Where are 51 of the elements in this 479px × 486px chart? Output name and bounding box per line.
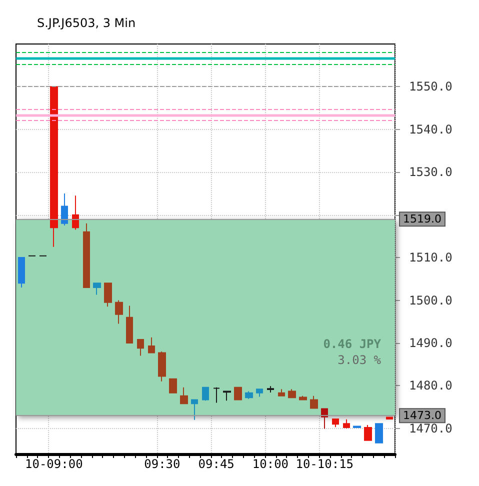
x-tick-label: 09:30 — [144, 457, 180, 471]
candlestick — [202, 386, 209, 402]
chart-title: S.JP.J6503, 3 Min — [37, 16, 136, 30]
candlestick — [299, 395, 307, 400]
candlestick — [375, 423, 383, 444]
candlestick — [364, 424, 372, 441]
annotation: 3.03 % — [338, 353, 382, 367]
candlestick — [256, 388, 263, 398]
ref-line-label: 1519.0 — [403, 212, 442, 226]
candlestick — [180, 386, 188, 404]
y-tick-label: 1490.0 — [409, 336, 452, 350]
candlestick — [278, 388, 285, 396]
candlestick — [245, 390, 253, 400]
candlestick — [213, 386, 220, 404]
y-tick-label: 1470.0 — [409, 421, 452, 436]
candlestick — [332, 418, 339, 428]
candlestick — [83, 222, 90, 288]
candlestick — [115, 300, 123, 324]
ref-line-label: 1473.0 — [403, 409, 442, 422]
candlestick — [169, 378, 177, 394]
candlestick — [148, 336, 155, 354]
candlestick — [72, 195, 79, 230]
x-tick-label: 10-09:00 — [25, 457, 83, 471]
candlestick — [126, 305, 133, 344]
x-tick-label: 10-10:15 — [296, 457, 354, 471]
candlestick — [321, 408, 328, 430]
candlestick — [353, 425, 361, 428]
x-tick-label: 09:45 — [198, 457, 234, 471]
candlestick — [18, 257, 25, 288]
candlestick — [223, 390, 231, 402]
candlestick — [104, 282, 112, 308]
candlestick — [310, 395, 318, 409]
candlestick — [50, 86, 58, 248]
y-tick-label: 1540.0 — [409, 122, 452, 136]
y-tick-label: 1510.0 — [409, 250, 452, 265]
candlestick — [288, 388, 296, 398]
candlestick — [343, 418, 350, 429]
y-tick-label: 1530.0 — [409, 165, 452, 180]
x-tick-label: 10:00 — [252, 457, 289, 471]
candlestick — [93, 282, 101, 296]
candlestick — [234, 386, 242, 400]
candlestick — [137, 339, 144, 356]
candlestick — [158, 351, 166, 382]
annotation: 0.46 JPY — [323, 337, 382, 351]
candlestick — [61, 192, 68, 226]
candlestick — [386, 416, 393, 420]
y-tick-label: 1550.0 — [409, 80, 452, 94]
candlestick — [191, 399, 198, 420]
y-tick-label: 1480.0 — [409, 378, 452, 393]
y-tick-label: 1500.0 — [409, 293, 452, 308]
candlestick — [267, 386, 274, 393]
